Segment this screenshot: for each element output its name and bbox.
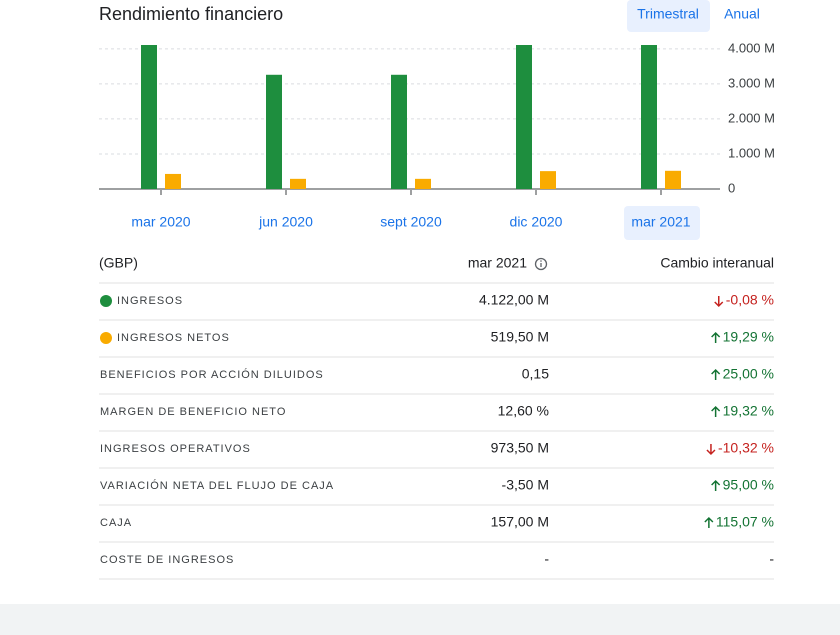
bar [141, 45, 157, 189]
row-value: -3,50 M [502, 477, 549, 493]
bar [665, 170, 681, 189]
bar [391, 74, 407, 189]
y-tick-label: 2.000 M [728, 110, 775, 125]
info-icon [534, 257, 548, 271]
row-value: - [544, 551, 549, 567]
bar [165, 173, 181, 189]
y-tick-label: 3.000 M [728, 75, 775, 90]
row-value: 12,60 % [498, 403, 549, 419]
bar [266, 74, 282, 189]
period-button[interactable]: Anual [724, 6, 760, 22]
row-change: 25,00 % [723, 366, 774, 382]
trend-arrow [706, 444, 716, 456]
x-tick-label[interactable]: sept 2020 [380, 214, 442, 230]
table-header: (GBP) [99, 255, 138, 271]
table-header: mar 2021 [468, 255, 527, 271]
x-tick-label[interactable]: dic 2020 [510, 214, 563, 230]
chart-title: Rendimiento financiero [99, 4, 283, 24]
row-value: 973,50 M [491, 440, 549, 456]
row-label: BENEFICIOS POR ACCIÓN DILUIDOS [100, 368, 324, 381]
row-value: 157,00 M [491, 514, 549, 530]
trend-arrow [711, 331, 721, 343]
trend-arrow [711, 368, 721, 380]
trend-arrow [714, 296, 724, 308]
bar [415, 178, 431, 189]
row-change: 115,07 % [716, 514, 774, 530]
x-tick-label[interactable]: mar 2020 [131, 214, 190, 230]
row-label: INGRESOS NETOS [117, 332, 230, 344]
table-header: Cambio interanual [660, 255, 774, 271]
row-label: COSTE DE INGRESOS [100, 554, 234, 566]
row-label: MARGEN DE BENEFICIO NETO [100, 406, 286, 418]
row-change: 95,00 % [723, 477, 774, 493]
y-tick-label: 0 [728, 180, 735, 195]
y-tick-label: 4.000 M [728, 40, 775, 55]
row-label: INGRESOS [117, 295, 183, 307]
row-value: 4.122,00 M [479, 292, 549, 308]
y-axis-labels: 0 1.000 M 2.000 M 3.000 M 4.000 M [728, 40, 775, 195]
info-icon-dot [540, 260, 542, 262]
row-value: 519,50 M [491, 329, 549, 345]
bar [290, 178, 306, 189]
trend-arrow [704, 516, 714, 528]
next-section [0, 604, 840, 635]
x-tick-label[interactable]: jun 2020 [258, 214, 313, 230]
button-bg [627, 0, 710, 32]
row-change: - [769, 551, 774, 567]
selected-bg [624, 206, 700, 240]
bar [516, 45, 532, 189]
row-change: -0,08 % [726, 292, 774, 308]
y-tick-label: 1.000 M [728, 145, 775, 160]
row-label: VARIACIÓN NETA DEL FLUJO DE CAJA [100, 479, 334, 492]
trend-arrow [711, 405, 721, 417]
trend-arrow [711, 479, 721, 491]
x-tick-label[interactable]: mar 2021 [631, 214, 690, 230]
row-change: -10,32 % [718, 440, 774, 456]
bar [641, 45, 657, 190]
row-label: INGRESOS OPERATIVOS [100, 443, 251, 455]
row-value: 0,15 [522, 366, 549, 382]
plot [141, 45, 681, 190]
row-label: CAJA [100, 517, 132, 529]
period-button[interactable]: Trimestral [637, 6, 699, 22]
row-change: 19,32 % [723, 403, 774, 419]
bar [540, 171, 556, 189]
row-change: 19,29 % [723, 329, 774, 345]
legend-dot [100, 332, 112, 344]
legend-dot [100, 295, 112, 307]
